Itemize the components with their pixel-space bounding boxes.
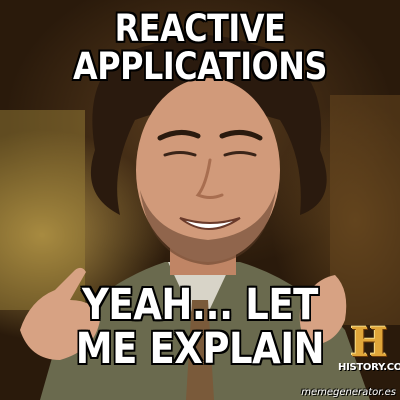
bottom-caption-line: ME EXPLAIN — [75, 323, 325, 374]
bottom-caption: YEAH... LET ME EXPLAIN — [28, 280, 372, 374]
mouth — [179, 217, 241, 230]
shirt-collar — [168, 262, 232, 330]
eyebrow-right — [219, 130, 263, 141]
eye-right — [223, 151, 257, 157]
hair — [90, 35, 327, 215]
history-logo: H HISTORY.COM — [338, 322, 400, 378]
top-caption: REACTIVE APPLICATIONS — [73, 7, 327, 88]
nose — [195, 158, 224, 199]
watermark: memegenerator.es — [301, 387, 396, 398]
bottom-caption-line: YEAH... LET — [82, 280, 318, 330]
history-logo-label: HISTORY.COM — [338, 362, 400, 373]
hand-left — [20, 267, 100, 360]
beard — [140, 190, 276, 265]
eye-left — [163, 151, 197, 157]
eyebrow-left — [157, 130, 201, 141]
history-h-icon: H — [350, 319, 388, 366]
hand-right — [299, 275, 347, 345]
tie — [186, 300, 214, 400]
